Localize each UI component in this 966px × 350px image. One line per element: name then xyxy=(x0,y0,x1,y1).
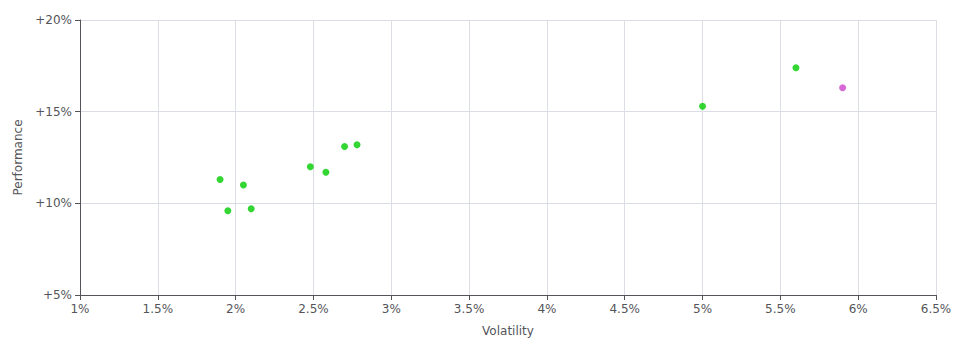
svg-text:Performance: Performance xyxy=(11,119,25,195)
svg-text:+20%: +20% xyxy=(35,13,72,27)
svg-text:+5%: +5% xyxy=(43,288,72,302)
svg-text:Volatility: Volatility xyxy=(482,324,534,338)
svg-text:2.5%: 2.5% xyxy=(298,302,329,316)
svg-text:4.5%: 4.5% xyxy=(609,302,640,316)
svg-text:6%: 6% xyxy=(849,302,868,316)
svg-text:3.5%: 3.5% xyxy=(454,302,485,316)
svg-text:1.5%: 1.5% xyxy=(143,302,174,316)
svg-text:4%: 4% xyxy=(537,302,556,316)
svg-text:3%: 3% xyxy=(382,302,401,316)
svg-text:1%: 1% xyxy=(70,302,89,316)
svg-text:+10%: +10% xyxy=(35,196,72,210)
svg-text:5.5%: 5.5% xyxy=(765,302,796,316)
svg-text:+15%: +15% xyxy=(35,105,72,119)
svg-text:6.5%: 6.5% xyxy=(921,302,952,316)
svg-text:2%: 2% xyxy=(226,302,245,316)
svg-text:5%: 5% xyxy=(693,302,712,316)
